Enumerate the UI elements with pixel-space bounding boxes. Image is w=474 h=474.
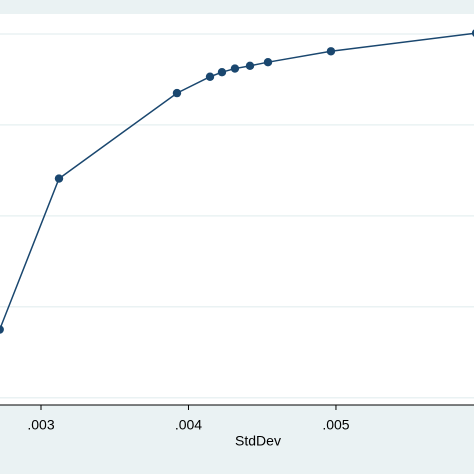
marker (217, 67, 227, 77)
marker (230, 64, 240, 73)
x-tick-label: .003 (27, 417, 54, 433)
marker (54, 174, 64, 183)
x-axis-label: StdDev (235, 433, 281, 449)
marker (471, 29, 474, 37)
x-tick-label: .005 (322, 417, 349, 433)
marker (263, 57, 273, 67)
x-tick-label: .004 (175, 417, 202, 433)
marker (0, 325, 4, 334)
plot-area (0, 14, 474, 405)
marker (245, 61, 255, 71)
marker (205, 72, 215, 81)
marker (326, 47, 336, 56)
series-group (0, 29, 474, 334)
line (0, 32, 474, 330)
marker (172, 88, 182, 98)
